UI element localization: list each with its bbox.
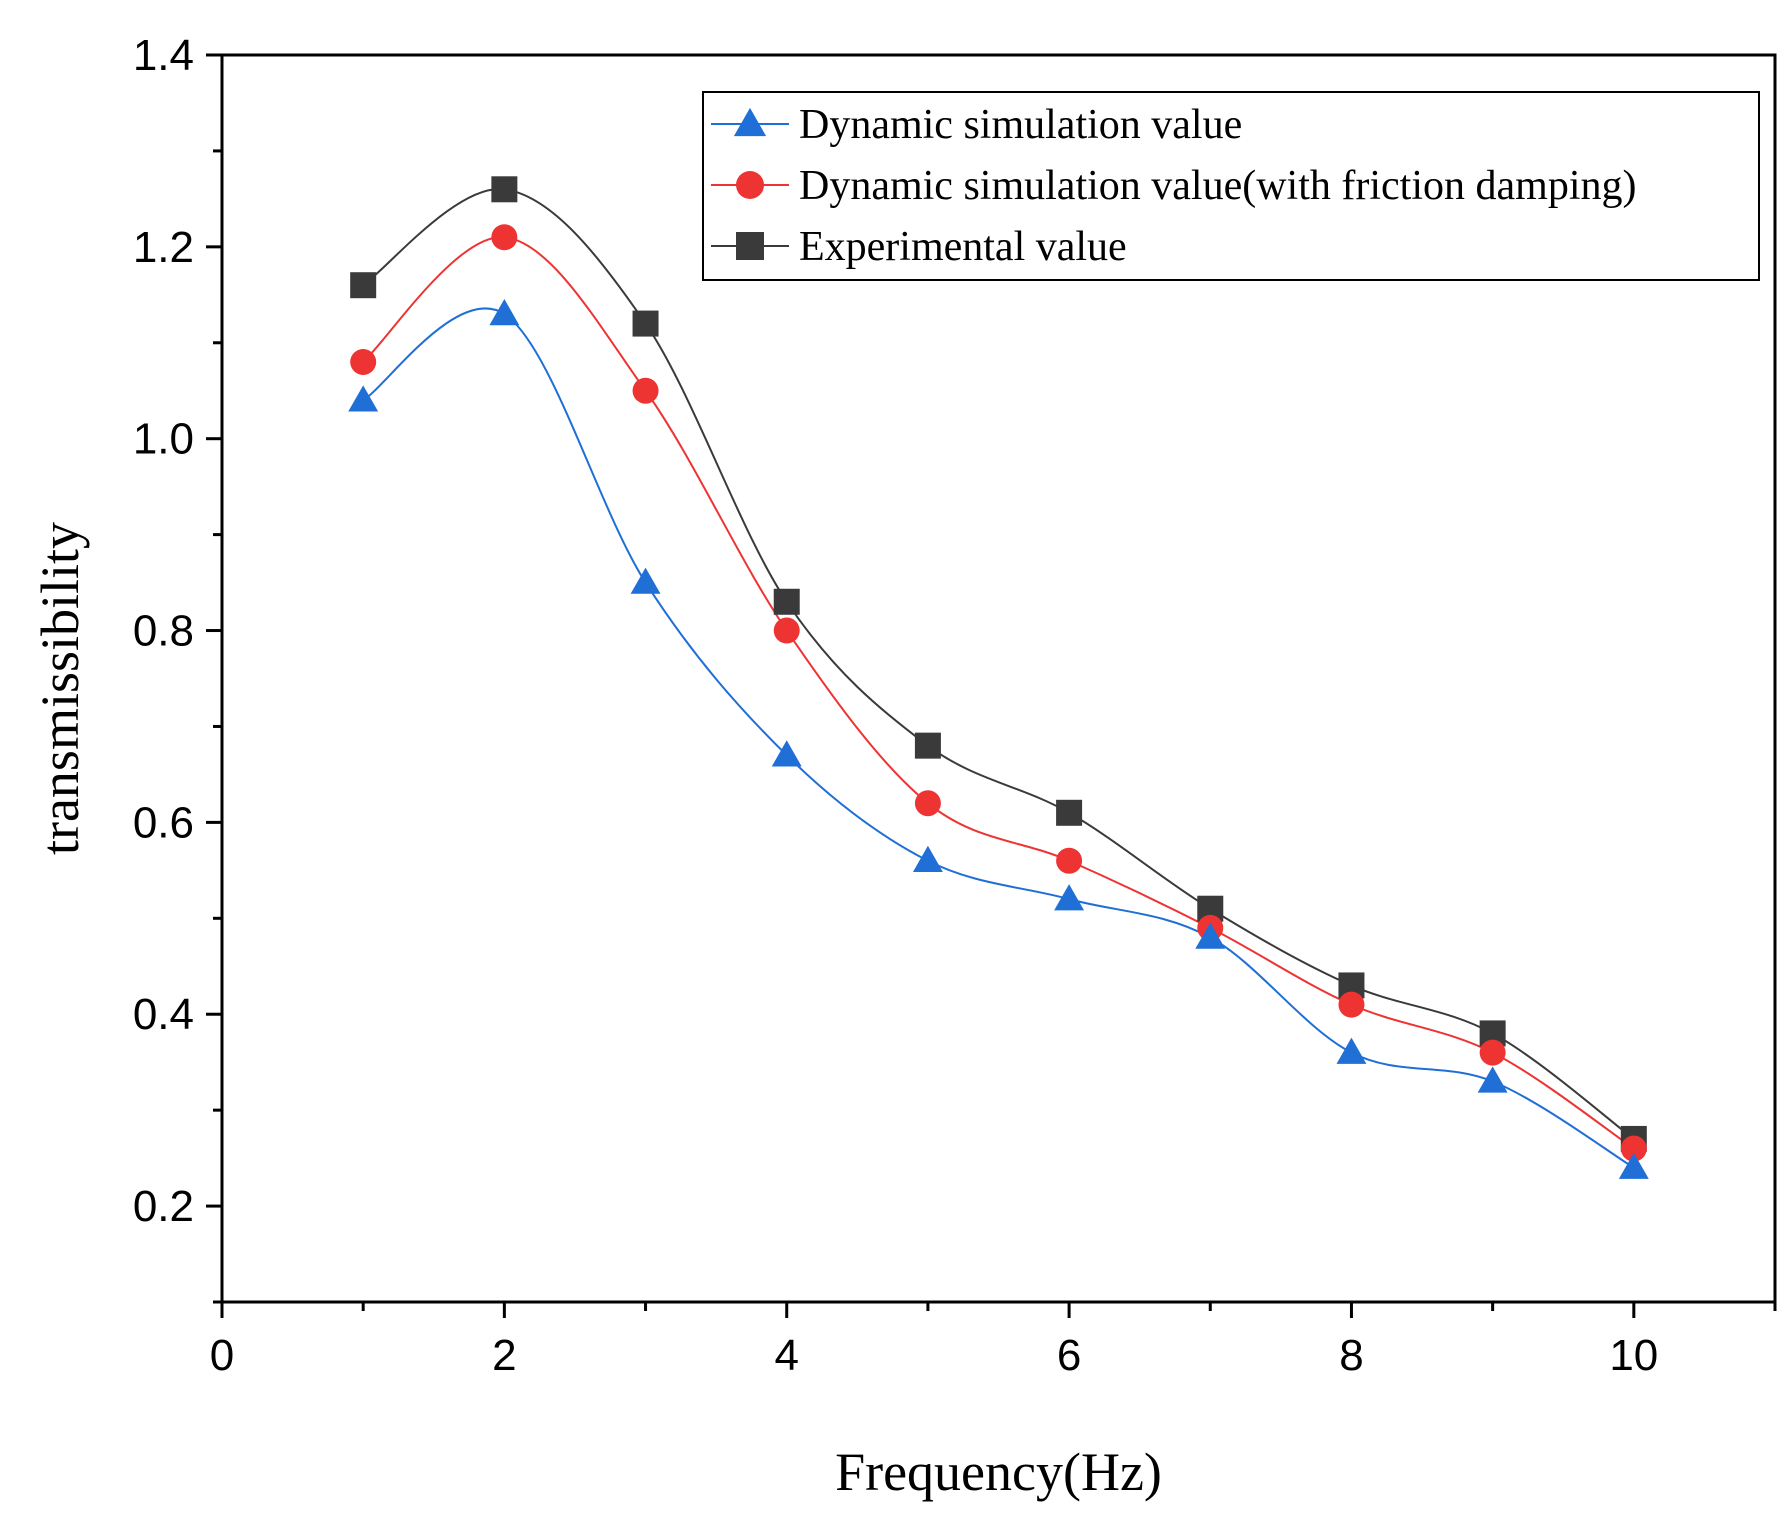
x-tick-label: 0 (210, 1331, 234, 1380)
data-point-square (773, 588, 800, 615)
y-tick-label: 1.4 (133, 31, 194, 80)
series-layer (348, 176, 1649, 1179)
data-point-circle (1338, 991, 1365, 1018)
y-tick-label: 0.4 (133, 990, 194, 1039)
x-axis: 0 2 4 6 8 10 (210, 1302, 1777, 1380)
data-point-square (491, 176, 518, 203)
data-point-circle (773, 617, 800, 644)
legend-marker-circle (736, 171, 764, 199)
y-tick-label: 0.6 (133, 798, 194, 847)
data-point-square (914, 732, 941, 759)
x-tick-label: 4 (774, 1331, 798, 1380)
x-axis-title: Frequency(Hz) (835, 1442, 1162, 1502)
y-tick-label: 1.0 (133, 415, 194, 464)
data-point-square (350, 272, 377, 299)
data-point-triangle (1477, 1066, 1508, 1093)
y-tick-label: 1.2 (133, 223, 194, 272)
x-tick-label: 2 (492, 1331, 516, 1380)
data-point-triangle (1618, 1152, 1649, 1179)
data-point-square (632, 310, 659, 337)
x-tick-label: 6 (1057, 1331, 1081, 1380)
series-line-square (362, 188, 1635, 1140)
legend-box (702, 91, 1760, 281)
y-tick-label: 0.8 (133, 607, 194, 656)
plot-border (220, 53, 1777, 1304)
data-point-triangle (771, 740, 802, 767)
data-point-circle (1056, 847, 1083, 874)
data-point-circle (632, 377, 659, 404)
data-point-circle (350, 348, 377, 375)
y-tick-label: 0.2 (133, 1182, 194, 1231)
data-point-triangle (348, 385, 379, 412)
data-point-circle (1620, 1135, 1647, 1162)
data-point-triangle (630, 567, 661, 594)
legend-label: Dynamic simulation value(with friction d… (799, 163, 1636, 209)
data-point-square (1056, 799, 1083, 826)
plot-frame (220, 53, 1777, 1304)
series-line-triangle (362, 307, 1635, 1169)
data-point-circle (914, 790, 941, 817)
data-point-triangle (1336, 1037, 1367, 1064)
y-axis: 0.2 0.4 0.6 0.8 1.0 1.2 1.4 (133, 31, 222, 1304)
legend-label: Experimental value (799, 224, 1127, 270)
x-tick-label: 10 (1609, 1331, 1658, 1380)
series-line-circle (362, 236, 1635, 1150)
x-tick-label: 8 (1339, 1331, 1363, 1380)
data-point-triangle (1195, 922, 1226, 949)
data-point-triangle (489, 299, 520, 326)
data-point-circle (491, 224, 518, 251)
y-axis-title: transmissibility (30, 522, 90, 855)
data-point-triangle (1054, 884, 1085, 911)
legend-marker-triangle (733, 107, 767, 137)
legend: Dynamic simulation value Dynamic simulati… (702, 91, 1760, 281)
legend-label: Dynamic simulation value (799, 102, 1242, 148)
data-point-triangle (912, 845, 943, 872)
legend-marker-square (736, 232, 764, 260)
data-point-circle (1479, 1039, 1506, 1066)
